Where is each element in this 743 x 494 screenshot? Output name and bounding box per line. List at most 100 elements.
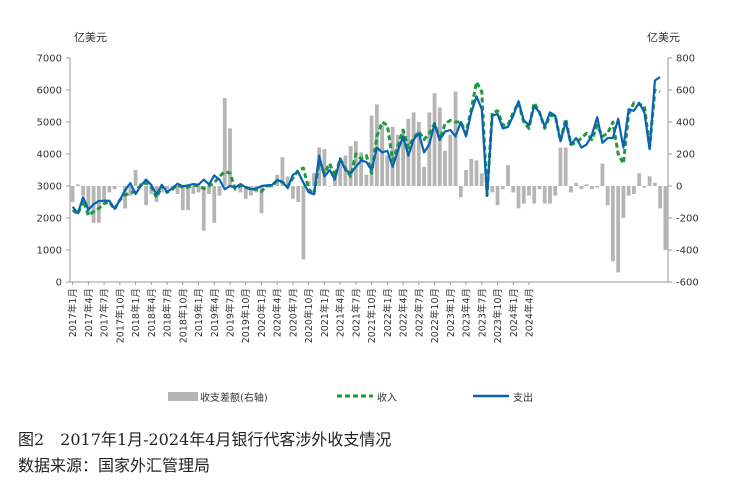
difference-bar [495, 186, 500, 206]
x-tick-label: 2020年10月 [303, 288, 315, 343]
difference-bar [228, 128, 232, 186]
x-tick-label: 2022年1月 [382, 288, 394, 337]
difference-bar [259, 186, 264, 214]
x-tick-label: 2021年7月 [350, 288, 362, 337]
difference-bar [207, 186, 211, 194]
difference-bar [427, 112, 432, 186]
right-tick-label: -400 [676, 246, 699, 257]
difference-bar [401, 131, 405, 186]
difference-bar [186, 186, 190, 210]
x-tick-label: 2019年10月 [240, 288, 252, 343]
difference-bar [75, 184, 80, 186]
difference-bar [270, 186, 274, 188]
difference-bar [422, 166, 426, 186]
difference-bar [611, 186, 615, 262]
difference-bar [453, 91, 458, 186]
x-tick-label: 2019年1月 [193, 288, 205, 337]
difference-bar [637, 173, 642, 186]
difference-bar [432, 93, 437, 186]
difference-bar [159, 186, 164, 193]
right-tick-label: 600 [676, 86, 695, 97]
difference-bar [180, 186, 185, 210]
x-tick-label: 2023年4月 [461, 288, 473, 337]
difference-bar [479, 173, 484, 186]
difference-bar [348, 146, 353, 186]
legend-label-expense: 支出 [513, 391, 533, 404]
difference-bar [102, 186, 106, 201]
difference-bar [579, 186, 584, 190]
difference-bar [563, 147, 568, 186]
x-tick-label: 2022年7月 [413, 288, 425, 337]
difference-bar [291, 186, 295, 199]
x-tick-label: 2017年10月 [114, 288, 126, 343]
x-tick-label: 2018年1月 [130, 288, 142, 337]
difference-bar [642, 186, 647, 188]
difference-bar [117, 186, 122, 187]
difference-bar [574, 182, 579, 186]
x-tick-label: 2021年1月 [319, 288, 331, 337]
right-axis: -600 -400 -200 0 200 400 600 800 [668, 54, 699, 289]
difference-bar [238, 186, 243, 193]
difference-bar [437, 107, 442, 186]
difference-bar [511, 186, 516, 193]
income-line [71, 80, 661, 217]
x-tick-label: 2017年4月 [83, 288, 95, 337]
figure-source: 数据来源：国家外汇管理局 [18, 456, 211, 475]
difference-bar [532, 186, 537, 204]
difference-bar [107, 186, 112, 193]
difference-bar [600, 163, 605, 186]
difference-bar [558, 147, 563, 186]
difference-bar [443, 150, 447, 186]
left-axis-unit: 亿美元 [74, 31, 107, 44]
right-tick-label: -200 [676, 214, 699, 225]
difference-bar [395, 134, 400, 186]
difference-bar [448, 134, 453, 186]
x-tick-label: 2021年10月 [366, 288, 378, 343]
difference-bar [296, 186, 301, 202]
legend-label-diff: 收支差额(右轴) [200, 391, 268, 404]
x-tick-label: 2023年1月 [445, 288, 457, 337]
difference-bar [165, 186, 169, 190]
difference-bar [280, 157, 285, 186]
left-tick-label: 1000 [37, 246, 62, 257]
difference-bar [647, 176, 652, 186]
difference-bar [217, 186, 222, 196]
x-tick-label: 2021年4月 [335, 288, 347, 337]
difference-bar [663, 186, 668, 250]
difference-bar [469, 158, 474, 186]
left-tick-label: 0 [56, 278, 62, 289]
difference-bar [490, 186, 495, 193]
difference-bar [86, 186, 91, 215]
right-tick-label: 0 [676, 182, 682, 193]
difference-bar [658, 186, 663, 209]
difference-bar [354, 141, 358, 186]
series-lines [71, 76, 661, 217]
difference-bar [327, 186, 332, 187]
difference-bar [653, 182, 657, 186]
difference-bar [285, 176, 290, 186]
difference-bar [222, 98, 227, 186]
expense-line [71, 76, 661, 215]
difference-bar [474, 160, 479, 186]
right-tick-label: 400 [676, 118, 695, 129]
difference-bar [626, 186, 631, 196]
difference-bar [191, 186, 196, 194]
difference-bar [374, 104, 379, 186]
difference-bar [312, 173, 316, 186]
difference-bar [301, 186, 306, 260]
difference-bar [506, 165, 510, 186]
x-tick-label: 2018年4月 [146, 288, 158, 337]
difference-bar [632, 186, 636, 194]
difference-bar [128, 186, 133, 196]
legend-label-income: 收入 [377, 391, 397, 404]
left-tick-label: 5000 [37, 118, 62, 129]
figure-caption: 图2 2017年1月-2024年4月银行代客涉外收支情况 [18, 430, 392, 449]
difference-bar [584, 184, 589, 186]
difference-bar [537, 186, 542, 190]
difference-bar [196, 186, 201, 193]
difference-bar [338, 163, 343, 186]
legend-swatch-diff [168, 392, 198, 401]
difference-bar [133, 170, 138, 186]
